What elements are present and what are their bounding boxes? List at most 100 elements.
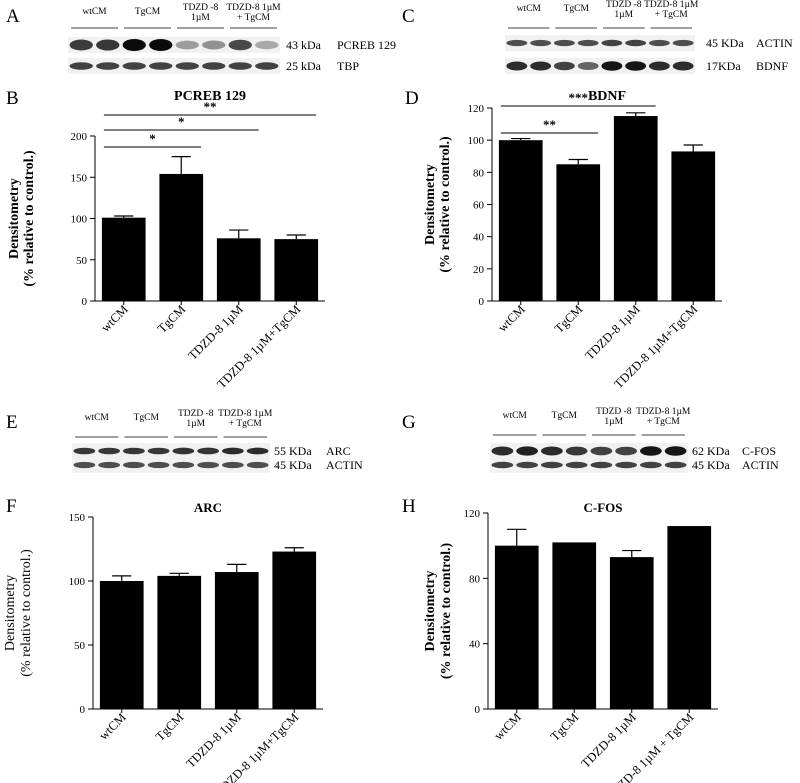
x-tick-label: TDZD-8 1µM (578, 710, 638, 770)
blot-band (96, 62, 120, 70)
blot-band (69, 39, 93, 51)
bar-1 (552, 542, 597, 709)
bar-1 (556, 164, 601, 301)
panel-letter-C: C (402, 6, 415, 27)
lane-label: + TgCM (647, 417, 680, 427)
blot-band (601, 61, 623, 71)
bar-0 (99, 581, 144, 709)
bar-chart-pcreb: PCREB 129 0 50 100 150 200 Densitometry (% rela… (7, 89, 325, 391)
blot-band (516, 461, 539, 469)
y-tick-label: 100 (69, 576, 86, 588)
y-axis-label: Densitometry (423, 164, 438, 245)
y-axis-label: (% relative to control.) (22, 150, 37, 287)
blot-band (69, 62, 93, 70)
blot-band (246, 461, 269, 469)
panel-letter-F: F (6, 496, 17, 517)
bar-0 (494, 545, 539, 709)
panel-letter-G: G (402, 412, 416, 433)
lane-label: wtCM (517, 4, 542, 14)
blot-band (122, 461, 145, 469)
band-protein-label: C-FOS (742, 444, 776, 458)
lane-label: 1µM (191, 13, 210, 23)
x-tick-label: TgCM (153, 710, 186, 743)
blot-band (565, 461, 588, 469)
lane-label: 1µM (614, 10, 633, 20)
significance-label: * (149, 131, 156, 146)
lane-label: TDZD-8 1µM (636, 407, 691, 417)
blot-band (672, 39, 694, 47)
blot-strip (505, 35, 695, 51)
blot-band (553, 39, 575, 47)
lane-label: TgCM (552, 411, 578, 421)
chart-title: BDNF (588, 89, 626, 104)
blot-band (147, 447, 170, 455)
blot-band (221, 447, 244, 455)
blot-band (96, 39, 120, 51)
blot-band (122, 447, 145, 455)
lane-label: + TgCM (655, 10, 688, 20)
chart-title: C-FOS (584, 500, 623, 515)
y-tick-label: 80 (469, 573, 481, 585)
blot-band (639, 446, 662, 456)
y-tick-label: 0 (80, 704, 86, 716)
blot-band (255, 40, 279, 50)
blot-band (255, 62, 279, 70)
blot-band (625, 61, 647, 71)
blot-band (491, 461, 514, 469)
blot-band (228, 62, 252, 70)
blot-band (202, 40, 226, 50)
blot-band (202, 62, 226, 70)
bar-2 (214, 572, 259, 709)
y-tick-label: 60 (473, 200, 485, 212)
blot-band (540, 446, 563, 456)
y-axis-label: Densitometry (7, 178, 22, 259)
band-protein-label: ARC (326, 444, 351, 458)
bar-3 (272, 551, 317, 709)
blot-strip (490, 443, 688, 459)
lane-label: + TgCM (229, 419, 262, 429)
band-size-label: 17KDa (706, 59, 741, 73)
y-axis-label: Densitometry (3, 575, 18, 651)
band-size-label: 45 KDa (274, 458, 312, 472)
bar-1 (159, 173, 204, 301)
y-tick-label: 0 (479, 296, 485, 308)
blot-band (73, 447, 96, 455)
panel-letter-D: D (405, 88, 419, 109)
y-tick-label: 100 (71, 214, 88, 226)
y-axis-label: (% relative to control.) (438, 136, 453, 273)
panel-letter-E: E (6, 412, 18, 433)
bar-1 (157, 575, 202, 709)
lane-label: TgCM (564, 4, 590, 14)
blot-strip (68, 58, 280, 74)
y-tick-label: 20 (473, 264, 485, 276)
blot-band (590, 446, 613, 456)
band-size-label: 45 KDa (692, 458, 730, 472)
y-tick-label: 150 (69, 512, 86, 524)
lane-label: TDZD-8 1µM (644, 0, 699, 10)
lane-label: TDZD -8 (183, 3, 219, 13)
blot-band (625, 39, 647, 47)
y-tick-label: 50 (74, 640, 86, 652)
bar-chart-arc: ARC 0 50 100 150 Densitometry (% relative to c… (3, 500, 323, 783)
blot-band (98, 447, 121, 455)
blot-band (565, 446, 588, 456)
blot-band (590, 461, 613, 469)
x-tick-label: TgCM (155, 302, 188, 335)
bar-2 (609, 557, 654, 709)
band-size-label: 62 KDa (692, 444, 730, 458)
band-protein-label: ACTIN (742, 458, 779, 472)
blot-band (147, 461, 170, 469)
y-tick-label: 40 (473, 232, 485, 244)
blot-strip (72, 443, 270, 459)
lane-label: wtCM (85, 413, 110, 423)
x-tick-label: wtCM (98, 302, 130, 334)
x-tick-label: TDZD-8 1µM (183, 710, 243, 770)
blot-band (149, 62, 173, 70)
x-tick-label: TgCM (552, 302, 585, 335)
band-size-label: 43 kDa (286, 38, 322, 52)
blot-band (615, 446, 638, 456)
